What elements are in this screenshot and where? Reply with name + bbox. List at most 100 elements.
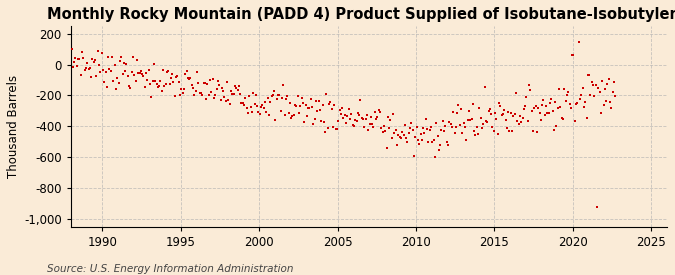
Point <box>354 113 364 117</box>
Point <box>492 132 503 136</box>
Point <box>552 106 563 110</box>
Point <box>583 73 593 78</box>
Point <box>360 117 371 122</box>
Point <box>338 116 349 120</box>
Point <box>105 69 116 74</box>
Point <box>79 68 90 72</box>
Point <box>136 68 146 73</box>
Point <box>269 89 279 93</box>
Point <box>186 83 197 87</box>
Point <box>290 103 300 107</box>
Point <box>454 122 465 127</box>
Point <box>432 134 443 138</box>
Point <box>466 116 477 121</box>
Point <box>76 50 87 55</box>
Point <box>172 74 183 79</box>
Point <box>101 84 112 89</box>
Point <box>488 129 499 133</box>
Point <box>591 205 602 209</box>
Point <box>200 81 211 85</box>
Point <box>508 114 519 118</box>
Point <box>581 116 592 120</box>
Point <box>435 143 446 147</box>
Point <box>252 103 263 108</box>
Point <box>94 63 105 68</box>
Point <box>521 95 532 99</box>
Point <box>449 131 460 135</box>
Point <box>405 125 416 130</box>
Point <box>143 68 154 72</box>
Point <box>593 86 603 90</box>
Point <box>597 79 608 83</box>
Point <box>588 83 599 87</box>
Point <box>563 90 574 94</box>
Point <box>235 92 246 96</box>
Point <box>423 140 434 144</box>
Point <box>234 84 244 89</box>
Point <box>211 87 222 91</box>
Point <box>80 65 91 70</box>
Point <box>444 120 455 124</box>
Point <box>402 140 413 144</box>
Point <box>173 80 184 84</box>
Point <box>164 82 175 86</box>
Point <box>277 96 288 100</box>
Point <box>368 125 379 129</box>
Point <box>113 81 124 86</box>
Point <box>578 105 589 109</box>
Point <box>426 125 437 130</box>
Point <box>574 97 585 101</box>
Point <box>556 116 567 120</box>
Point <box>474 106 485 110</box>
Point <box>262 96 273 101</box>
Point <box>267 92 278 97</box>
Point <box>72 64 82 69</box>
Point <box>83 67 94 71</box>
Point <box>244 94 254 98</box>
Point <box>539 113 550 117</box>
Point <box>549 128 560 133</box>
Point <box>150 79 161 83</box>
Point <box>427 140 437 144</box>
Point <box>478 122 489 126</box>
Point <box>608 90 618 94</box>
Point <box>76 72 86 77</box>
Point <box>91 74 102 79</box>
Point <box>90 58 101 63</box>
Point <box>594 90 605 94</box>
Point <box>503 110 514 114</box>
Point <box>185 76 196 80</box>
Point <box>377 130 388 134</box>
Point <box>545 101 556 106</box>
Point <box>522 119 533 123</box>
Point <box>249 101 260 106</box>
Point <box>457 130 468 135</box>
Point <box>335 112 346 116</box>
Point <box>206 90 217 94</box>
Point <box>491 117 502 121</box>
Point <box>606 106 617 110</box>
Point <box>390 128 401 132</box>
Point <box>163 69 173 73</box>
Point <box>92 49 103 53</box>
Point <box>190 89 201 93</box>
Point <box>292 94 303 98</box>
Point <box>439 128 450 133</box>
Point <box>397 130 408 134</box>
Point <box>363 127 374 132</box>
Point <box>203 93 214 97</box>
Text: Source: U.S. Energy Information Administration: Source: U.S. Energy Information Administ… <box>47 264 294 274</box>
Point <box>254 112 265 116</box>
Point <box>546 97 557 101</box>
Point <box>333 119 344 123</box>
Point <box>394 135 405 139</box>
Point <box>538 98 549 103</box>
Point <box>576 93 587 97</box>
Point <box>348 124 359 128</box>
Point <box>184 76 194 81</box>
Point <box>364 122 375 126</box>
Point <box>291 104 302 108</box>
Point <box>533 106 543 111</box>
Point <box>180 72 190 77</box>
Point <box>358 116 369 121</box>
